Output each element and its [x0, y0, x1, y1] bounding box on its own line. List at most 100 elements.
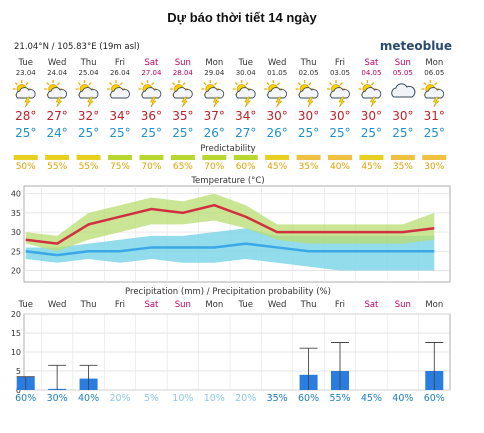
- day-date: 06.05: [424, 69, 444, 77]
- predictability-bar: [108, 155, 132, 160]
- predictability-bar: [202, 155, 227, 160]
- cloud-shape: [298, 87, 319, 99]
- precip-probability: 45%: [361, 393, 382, 404]
- precip-day-name: Thu: [80, 300, 97, 310]
- sun-ray: [172, 82, 176, 86]
- predictability-value: 55%: [47, 162, 67, 172]
- precip-tick-label: 10: [11, 348, 21, 357]
- sun-ray: [245, 82, 249, 86]
- temp-max: 30°: [267, 109, 288, 123]
- predictability-label: Predictability: [200, 144, 255, 154]
- precip-probability: 20%: [235, 393, 256, 404]
- temp-tick-label: 35: [11, 209, 21, 218]
- day-date: 24.04: [47, 69, 68, 77]
- day-name: Thu: [300, 58, 317, 68]
- temp-max: 30°: [298, 109, 319, 123]
- lightning-icon: [149, 96, 157, 108]
- predictability-value: 75%: [110, 162, 130, 172]
- precip-day-name: Sat: [364, 300, 379, 310]
- min-temp-line: [25, 242, 435, 257]
- predictability-value: 70%: [141, 162, 161, 172]
- cloud-shape: [235, 87, 256, 99]
- day-name: Fri: [115, 58, 125, 68]
- cloud-shape: [267, 87, 288, 99]
- sun-ray: [203, 82, 207, 86]
- precip-tick-label: 15: [11, 329, 21, 338]
- day-date: 03.05: [330, 69, 350, 77]
- day-date: 04.05: [361, 69, 381, 77]
- precip-day-name: Wed: [48, 300, 67, 310]
- precip-day-name: Mon: [205, 300, 223, 310]
- precip-day-name: Mon: [425, 300, 443, 310]
- sun-ray: [360, 82, 364, 86]
- day-date: 26.04: [110, 69, 131, 77]
- lightning-icon: [432, 96, 440, 108]
- day-date: 05.05: [393, 69, 413, 77]
- precip-tick-label: 0: [16, 386, 21, 395]
- precip-probability: 20%: [109, 393, 130, 404]
- sun-ray: [266, 82, 270, 86]
- predictability-bar: [139, 155, 164, 160]
- precip-day-name: Sat: [144, 300, 159, 310]
- location-label: 21.04°N / 105.83°E (19m asl): [14, 42, 140, 52]
- predictability-bar: [359, 155, 384, 160]
- sun-ray: [109, 82, 113, 86]
- sun-ray: [46, 82, 50, 86]
- sun-ray: [77, 82, 81, 86]
- predictability-value: 45%: [267, 162, 287, 172]
- temp-min: 25°: [329, 126, 350, 140]
- precip-probability: 40%: [392, 393, 413, 404]
- day-date: 28.04: [173, 69, 194, 77]
- temp-min: 25°: [424, 126, 445, 140]
- temp-min: 25°: [141, 126, 162, 140]
- temp-min: 25°: [172, 126, 193, 140]
- precip-day-name: Tue: [237, 300, 253, 310]
- sun-ray: [339, 82, 343, 86]
- predictability-bar: [422, 155, 447, 160]
- sun-ray: [423, 82, 427, 86]
- precip-probability: 60%: [424, 393, 445, 404]
- predictability-bar: [76, 155, 101, 160]
- lightning-icon: [55, 96, 63, 108]
- temperature-title: Temperature (°C): [190, 176, 264, 186]
- precip-probability: 60%: [298, 393, 319, 404]
- precip-probability: 30%: [47, 393, 68, 404]
- precip-tick-label: 20: [11, 310, 21, 319]
- max-temp-line: [25, 203, 435, 245]
- day-name: Tue: [237, 58, 253, 68]
- predictability-value: 55%: [79, 162, 99, 172]
- precip-day-name: Sun: [175, 300, 191, 310]
- precip-tick-label: 5: [16, 367, 21, 376]
- temp-max: 31°: [424, 109, 445, 123]
- lightning-icon: [212, 96, 220, 108]
- page-title: Dự báo thời tiết 14 ngày: [167, 10, 317, 25]
- cloud-shape: [141, 87, 162, 99]
- temp-max: 32°: [78, 109, 99, 123]
- predictability-value: 45%: [361, 162, 381, 172]
- day-date: 01.05: [267, 69, 287, 77]
- day-name: Sun: [175, 58, 191, 68]
- sun-ray: [140, 82, 144, 86]
- temperature-frame: [23, 185, 451, 283]
- temp-min: 25°: [361, 126, 382, 140]
- day-name: Wed: [268, 58, 287, 68]
- temp-min: 25°: [78, 126, 99, 140]
- precip-day-name: Thu: [300, 300, 317, 310]
- sun-ray: [214, 82, 218, 86]
- temp-min: 25°: [392, 126, 413, 140]
- cloud-shape: [78, 87, 99, 99]
- day-name: Mon: [425, 58, 443, 68]
- temp-min: 26°: [204, 126, 225, 140]
- day-name: Sun: [395, 58, 411, 68]
- day-date: 30.04: [236, 69, 257, 77]
- temp-max: 27°: [47, 109, 68, 123]
- day-date: 27.04: [141, 69, 162, 77]
- temp-tick-label: 20: [11, 266, 21, 275]
- day-name: Thu: [80, 58, 97, 68]
- temp-min: 25°: [298, 126, 319, 140]
- temp-max: 30°: [329, 109, 350, 123]
- predictability-bar: [328, 155, 352, 160]
- predictability-bar: [170, 155, 195, 160]
- precip-probability: 10%: [172, 393, 193, 404]
